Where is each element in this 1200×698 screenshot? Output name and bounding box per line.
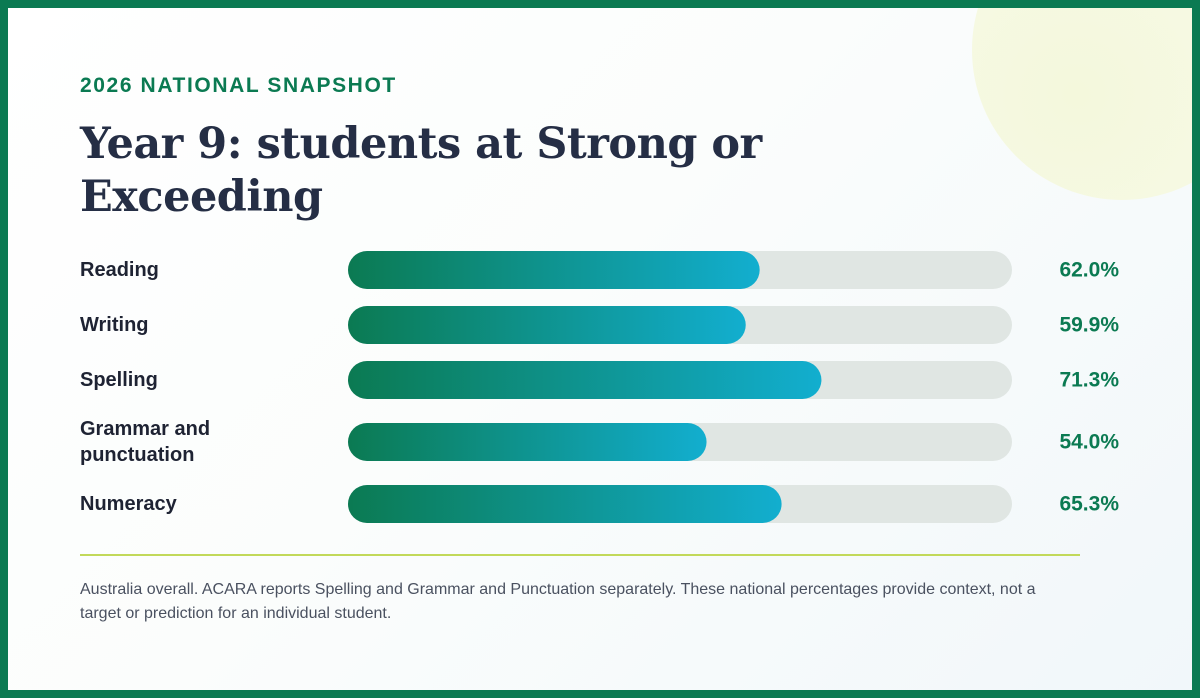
bar-numeracy bbox=[348, 485, 782, 523]
page-title: Year 9: students at Strong or Exceeding bbox=[80, 119, 762, 222]
footnote: Australia overall. ACARA reports Spellin… bbox=[80, 581, 1036, 622]
eyebrow-label: 2026 NATIONAL SNAPSHOT bbox=[80, 74, 397, 97]
category-label-numeracy: Numeracy bbox=[80, 493, 178, 515]
value-label-spelling: 71.3% bbox=[1059, 369, 1119, 392]
bar-spelling bbox=[348, 361, 822, 399]
value-label-writing: 59.9% bbox=[1059, 314, 1119, 337]
bar-reading bbox=[348, 251, 760, 289]
divider-line bbox=[80, 554, 1080, 556]
category-label-writing: Writing bbox=[80, 314, 149, 336]
value-label-grammar-and-punctuation: 54.0% bbox=[1059, 431, 1119, 454]
value-label-reading: 62.0% bbox=[1059, 259, 1119, 282]
category-label-reading: Reading bbox=[80, 259, 159, 281]
category-label-grammar-and-punctuation: Grammar and punctuation bbox=[80, 418, 210, 466]
bar-grammar-and-punctuation bbox=[348, 423, 707, 461]
bar-writing bbox=[348, 306, 746, 344]
value-label-numeracy: 65.3% bbox=[1059, 493, 1119, 516]
category-label-spelling: Spelling bbox=[80, 369, 158, 391]
bar-chart: Reading 62.0% Writing 59.9% Spelling 71.3% Gra… bbox=[80, 251, 1119, 523]
